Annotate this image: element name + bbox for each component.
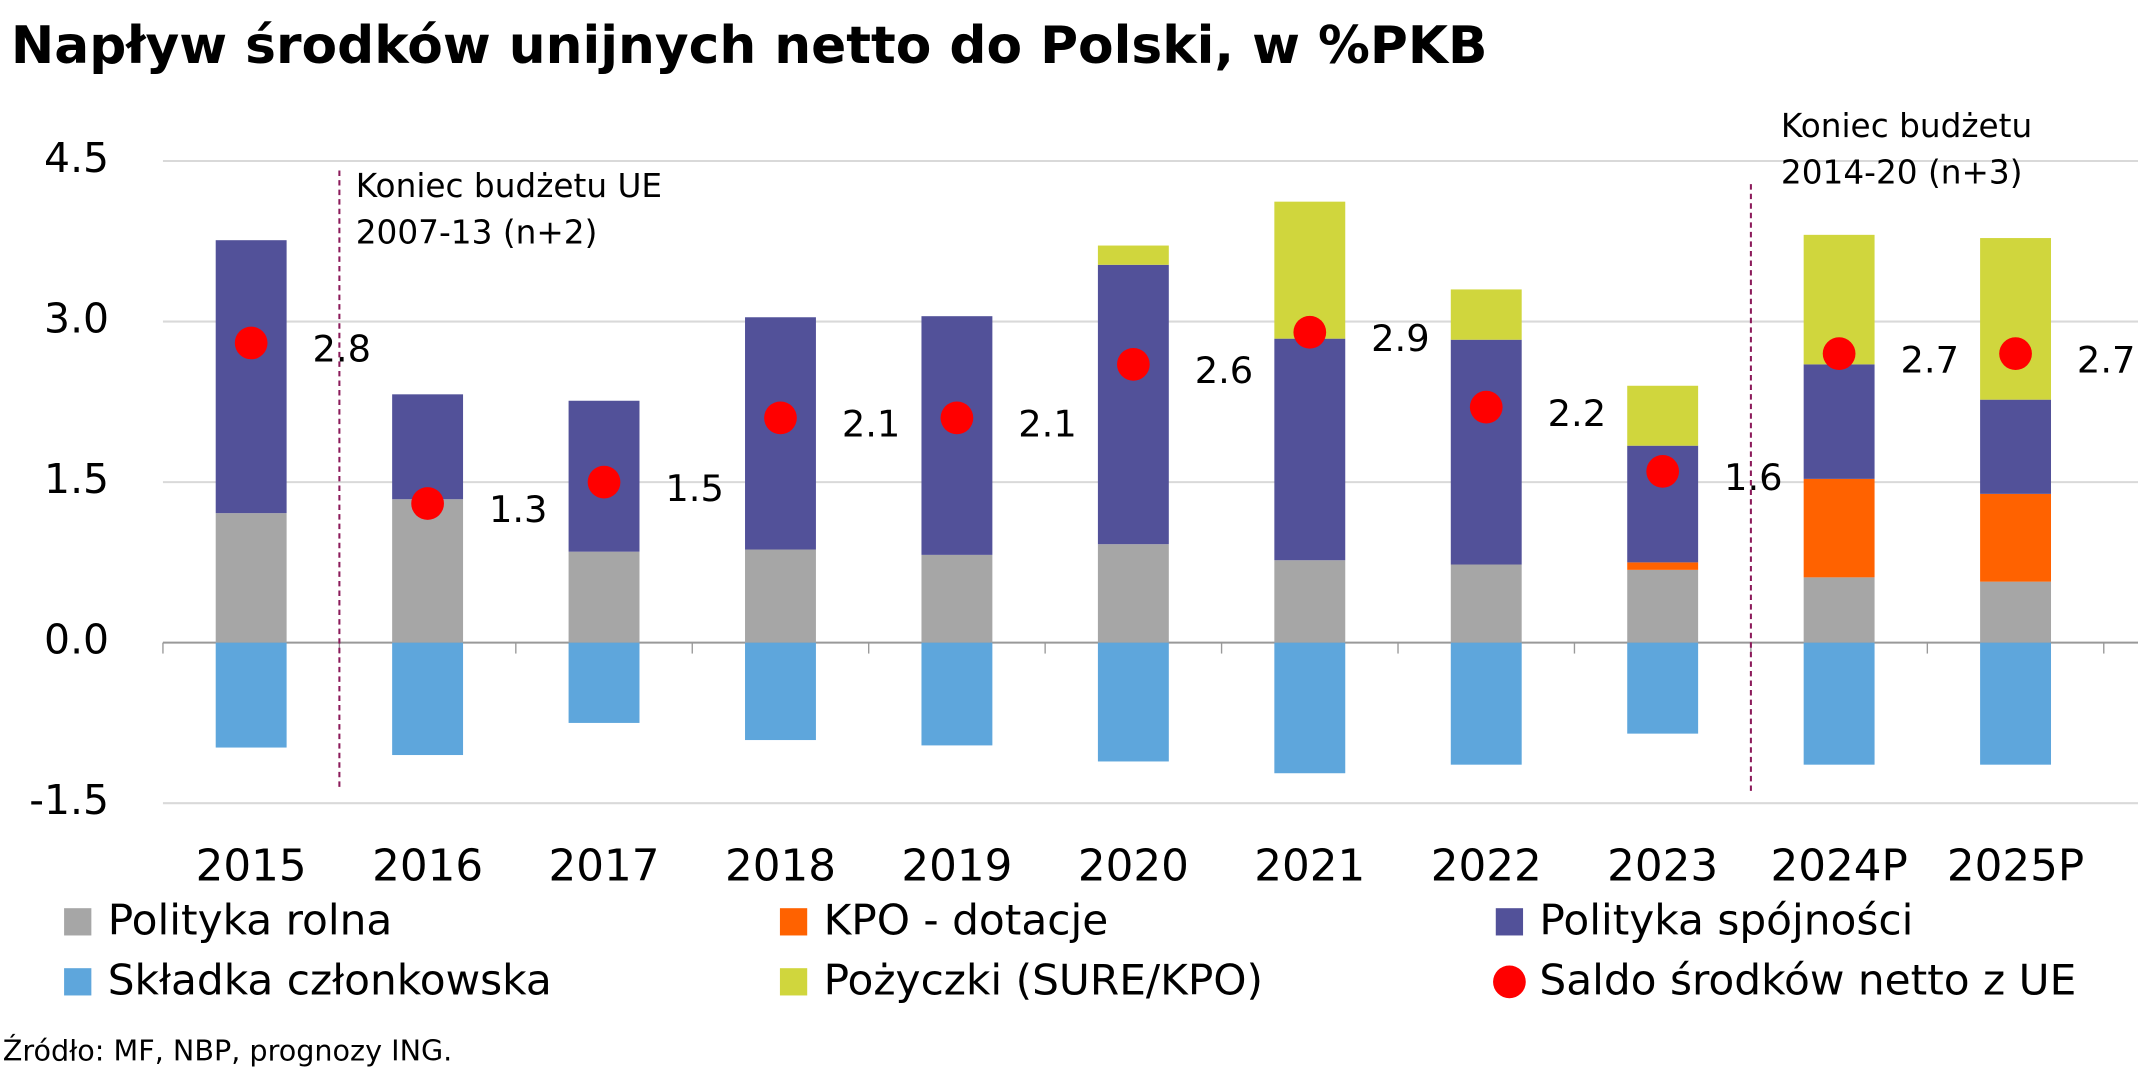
saldo-dot: [1469, 390, 1503, 424]
legend-swatch: [64, 968, 92, 996]
bar-segment: [1450, 564, 1522, 643]
bar-segment: [1274, 642, 1346, 774]
x-tick-label: 2016: [372, 842, 483, 892]
bar-segment: [1803, 478, 1875, 578]
bar-segment: [1627, 642, 1699, 734]
bar-segment: [745, 642, 816, 741]
legend-swatch: [64, 908, 92, 936]
bar-segment: [1980, 399, 2052, 494]
saldo-dot: [764, 401, 797, 435]
bar-segment: [1450, 289, 1522, 340]
bar-segment: [921, 642, 993, 746]
annotation: 2014-20 (n+3): [1781, 154, 2023, 192]
bar-segment: [215, 642, 287, 748]
bar-segment: [568, 551, 640, 643]
bar-segment: [1097, 264, 1169, 545]
data-label: 2.8: [313, 328, 372, 371]
bar-segment: [1803, 364, 1875, 479]
bar-segment: [215, 240, 287, 514]
saldo-dot: [1293, 315, 1327, 349]
bar-segment: [1627, 385, 1699, 446]
legend-label: Saldo środków netto z UE: [1539, 956, 2076, 1005]
bar-segment: [1980, 493, 2052, 582]
legend-label: Składka członkowska: [108, 956, 552, 1005]
annotation: Koniec budżetu: [1781, 107, 2032, 145]
bar-segment: [215, 513, 287, 643]
annotation: Koniec budżetu UE: [356, 167, 662, 205]
y-tick-label: 1.5: [44, 455, 109, 503]
data-label: 2.9: [1371, 317, 1430, 360]
saldo-dot: [411, 487, 444, 520]
saldo-dot: [940, 401, 974, 435]
bar-segment: [1450, 339, 1522, 565]
legend-label: Polityka spójności: [1539, 896, 1913, 945]
legend-label: KPO - dotacje: [824, 896, 1109, 945]
x-tick-label: 2020: [1078, 842, 1189, 892]
saldo-dot: [234, 326, 268, 360]
bar-segment: [1803, 577, 1875, 643]
bar-segment: [1274, 560, 1346, 643]
x-tick-label: 2025P: [1947, 842, 2084, 892]
bar-segment: [392, 642, 464, 756]
bar-segment: [1097, 544, 1169, 643]
legend-marker: [1493, 965, 1526, 999]
source: Źródło: MF, NBP, prognozy ING.: [3, 1034, 453, 1068]
bar-segment: [1274, 201, 1346, 339]
data-label: 2.1: [1018, 403, 1077, 446]
data-label: 1.5: [665, 467, 724, 510]
legend-swatch: [779, 968, 808, 996]
bar-segment: [921, 316, 993, 555]
bar-segment: [568, 642, 640, 723]
x-tick-label: 2022: [1431, 842, 1542, 892]
saldo-dot: [1822, 337, 1856, 371]
data-label: 2.1: [842, 403, 901, 446]
legend-swatch: [1495, 908, 1524, 936]
bar-segment: [1980, 642, 2052, 765]
x-tick-label: 2021: [1254, 842, 1365, 892]
x-tick-label: 2018: [725, 842, 836, 892]
y-tick-label: 3.0: [44, 295, 109, 343]
bar-segment: [1097, 245, 1169, 265]
legend-label: Polityka rolna: [108, 896, 393, 945]
y-tick-label: -1.5: [29, 776, 109, 824]
bar-segment: [921, 554, 993, 643]
legend-label: Pożyczki (SURE/KPO): [824, 956, 1263, 1005]
data-label: 2.7: [2077, 338, 2136, 381]
bar-segment: [392, 394, 464, 500]
data-label: 1.3: [489, 488, 548, 531]
y-tick-label: 0.0: [44, 616, 109, 664]
data-label: 1.6: [1724, 456, 1783, 499]
bar-segment: [745, 549, 816, 643]
data-label: 2.6: [1195, 349, 1254, 392]
bar-segment: [1980, 581, 2052, 643]
saldo-dot: [1646, 455, 1680, 488]
x-tick-label: 2019: [901, 842, 1012, 892]
bar-segment: [1274, 338, 1346, 561]
chart-title: Napływ środków unijnych netto do Polski,…: [11, 16, 1488, 76]
saldo-dot: [1999, 337, 2032, 371]
bar-segment: [1627, 562, 1699, 570]
bar-segment: [1097, 642, 1169, 762]
bar-segment: [392, 499, 464, 643]
y-tick-label: 4.5: [44, 134, 109, 182]
saldo-dot: [587, 465, 621, 499]
bar-segment: [1980, 238, 2052, 400]
annotation: 2007-13 (n+2): [356, 214, 598, 252]
bar-segment: [1803, 642, 1875, 765]
legend-swatch: [779, 908, 808, 936]
saldo-dot: [1116, 347, 1150, 381]
bar-segment: [1450, 642, 1522, 765]
x-tick-label: 2017: [549, 842, 660, 892]
data-label: 2.7: [1900, 338, 1959, 381]
bar-segment: [1627, 569, 1699, 643]
data-label: 2.2: [1548, 392, 1607, 435]
x-tick-label: 2015: [196, 842, 307, 892]
x-tick-label: 2024P: [1770, 842, 1907, 892]
x-tick-label: 2023: [1607, 842, 1718, 892]
